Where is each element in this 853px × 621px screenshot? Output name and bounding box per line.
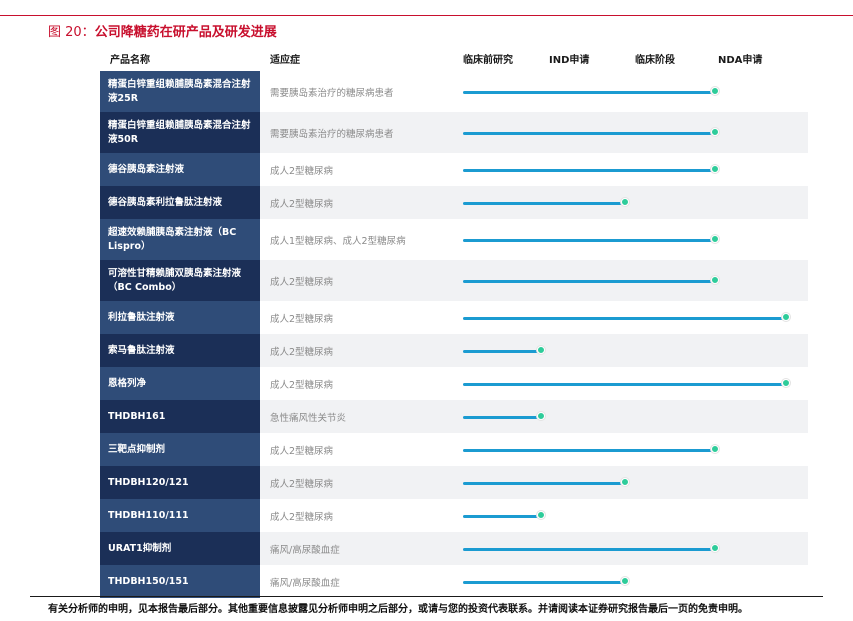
disclaimer: 有关分析师的申明，见本报告最后部分。其他重要信息披露见分析师申明之后部分，或请与… [48,604,748,615]
indication: 成人2型糖尿病 [270,445,334,457]
header-nda: NDA申请 [718,55,763,66]
indication: 需要胰岛素治疗的糖尿病患者 [270,87,394,99]
bottom-rule [30,596,823,597]
figure-number: 图 20： [48,25,95,40]
table-row: URAT1抑制剂 痛风/高尿酸血症 [100,532,808,565]
table-row: 精蛋白锌重组赖脯胰岛素混合注射液25R 需要胰岛素治疗的糖尿病患者 [100,71,808,112]
table-row: 德谷胰岛素注射液 成人2型糖尿病 [100,153,808,186]
progress-dot-icon [537,511,545,519]
table-row: 索马鲁肽注射液 成人2型糖尿病 [100,334,808,367]
table-header: 产品名称 适应症 临床前研究 IND申请 临床阶段 NDA申请 [100,43,808,71]
indication: 成人2型糖尿病 [270,313,334,325]
product-name: THDBH110/111 [100,499,260,532]
indication: 痛风/高尿酸血症 [270,577,340,589]
progress-bar [463,481,624,485]
product-name: THDBH150/151 [100,565,260,598]
progress-bar [463,514,540,518]
product-name: 德谷胰岛素利拉鲁肽注射液 [100,186,260,219]
table-body: 精蛋白锌重组赖脯胰岛素混合注射液25R 需要胰岛素治疗的糖尿病患者 精蛋白锌重组赖脯… [100,71,808,598]
table-row: 恩格列净 成人2型糖尿病 [100,367,808,400]
table-row: 利拉鲁肽注射液 成人2型糖尿病 [100,301,808,334]
product-name: 超速效赖脯胰岛素注射液（BC Lispro） [100,219,260,260]
progress-dot-icon [782,379,790,387]
header-product: 产品名称 [110,55,150,66]
header-indication: 适应症 [270,55,300,66]
progress-dot-icon [782,313,790,321]
product-name: 利拉鲁肽注射液 [100,301,260,334]
pipeline-table: 产品名称 适应症 临床前研究 IND申请 临床阶段 NDA申请 精蛋白锌重组赖脯… [100,43,808,600]
header-ind: IND申请 [549,55,590,66]
progress-bar [463,238,714,242]
progress-dot-icon [537,346,545,354]
progress-bar [463,382,785,386]
indication: 成人1型糖尿病、成人2型糖尿病 [270,235,406,247]
table-row: 精蛋白锌重组赖脯胰岛素混合注射液50R 需要胰岛素治疗的糖尿病患者 [100,112,808,153]
progress-bar [463,279,714,283]
progress-bar [463,349,540,353]
indication: 急性痛风性关节炎 [270,412,347,424]
progress-bar [463,448,714,452]
table-row: THDBH110/111 成人2型糖尿病 [100,499,808,532]
table-row: 超速效赖脯胰岛素注射液（BC Lispro） 成人1型糖尿病、成人2型糖尿病 [100,219,808,260]
progress-bar [463,90,714,94]
product-name: 三靶点抑制剂 [100,433,260,466]
indication: 成人2型糖尿病 [270,198,334,210]
indication: 成人2型糖尿病 [270,346,334,358]
product-name: 精蛋白锌重组赖脯胰岛素混合注射液25R [100,71,260,112]
progress-bar [463,131,714,135]
progress-dot-icon [711,276,719,284]
table-row: 可溶性甘精赖脯双胰岛素注射液（BC Combo） 成人2型糖尿病 [100,260,808,301]
product-name: 索马鲁肽注射液 [100,334,260,367]
progress-bar [463,547,714,551]
progress-dot-icon [621,577,629,585]
progress-bar [463,580,624,584]
product-name: THDBH161 [100,400,260,433]
progress-dot-icon [711,544,719,552]
progress-dot-icon [711,87,719,95]
figure-title-text: 公司降糖药在研产品及研发进展 [94,25,277,40]
indication: 痛风/高尿酸血症 [270,544,340,556]
indication: 需要胰岛素治疗的糖尿病患者 [270,128,394,140]
indication: 成人2型糖尿病 [270,478,334,490]
header-preclinical: 临床前研究 [463,55,513,66]
table-row: 德谷胰岛素利拉鲁肽注射液 成人2型糖尿病 [100,186,808,219]
progress-dot-icon [711,445,719,453]
progress-dot-icon [711,128,719,136]
top-rule [0,15,853,16]
figure-title: 图 20：公司降糖药在研产品及研发进展 [48,21,277,40]
progress-dot-icon [621,478,629,486]
progress-bar [463,168,714,172]
progress-dot-icon [711,165,719,173]
table-row: 三靶点抑制剂 成人2型糖尿病 [100,433,808,466]
product-name: 精蛋白锌重组赖脯胰岛素混合注射液50R [100,112,260,153]
progress-bar [463,201,624,205]
header-clinical: 临床阶段 [635,55,675,66]
indication: 成人2型糖尿病 [270,276,334,288]
product-name: THDBH120/121 [100,466,260,499]
product-name: 德谷胰岛素注射液 [100,153,260,186]
table-row: THDBH150/151 痛风/高尿酸血症 [100,565,808,598]
product-name: URAT1抑制剂 [100,532,260,565]
indication: 成人2型糖尿病 [270,511,334,523]
progress-dot-icon [621,198,629,206]
product-name: 可溶性甘精赖脯双胰岛素注射液（BC Combo） [100,260,260,301]
progress-bar [463,415,540,419]
table-row: THDBH161 急性痛风性关节炎 [100,400,808,433]
progress-bar [463,316,785,320]
indication: 成人2型糖尿病 [270,379,334,391]
table-row: THDBH120/121 成人2型糖尿病 [100,466,808,499]
indication: 成人2型糖尿病 [270,165,334,177]
progress-dot-icon [537,412,545,420]
product-name: 恩格列净 [100,367,260,400]
progress-dot-icon [711,235,719,243]
